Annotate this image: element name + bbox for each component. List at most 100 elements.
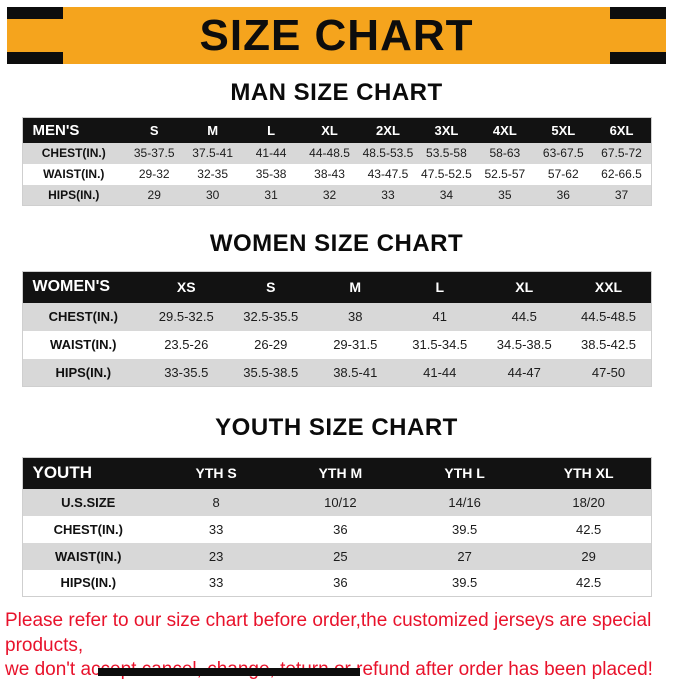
size-value: 36 bbox=[278, 569, 403, 597]
row-label: WAIST(IN.) bbox=[22, 330, 144, 359]
column-header-xxl: XXL bbox=[566, 271, 651, 303]
size-value: 18/20 bbox=[526, 488, 651, 516]
size-value: 35-37.5 bbox=[125, 142, 184, 164]
table-row: WAIST(IN.) 23.5-26 26-29 29-31.5 31.5-34.5 34… bbox=[22, 330, 651, 359]
column-header-4xl: 4XL bbox=[475, 117, 535, 143]
women-size-table: WOMEN'S XS S M L XL XXL CHEST(IN.) 29.5-32.5 32.5… bbox=[21, 271, 652, 387]
size-value: 47.5-52.5 bbox=[417, 163, 476, 185]
column-header-yth-l: YTH L bbox=[402, 457, 527, 489]
size-value: 29.5-32.5 bbox=[144, 302, 229, 331]
column-header-xl: XL bbox=[482, 271, 567, 303]
size-value: 35-38 bbox=[241, 163, 301, 185]
size-value: 33-35.5 bbox=[144, 358, 229, 387]
size-value: 26-29 bbox=[228, 330, 313, 359]
size-value: 14/16 bbox=[402, 488, 527, 516]
size-value: 8 bbox=[154, 488, 279, 516]
size-value: 36 bbox=[278, 515, 403, 543]
section-heading-women: WOMEN SIZE CHART bbox=[209, 230, 464, 257]
size-value: 38-43 bbox=[300, 163, 359, 185]
row-label: HIPS(IN.) bbox=[22, 184, 125, 206]
size-value: 39.5 bbox=[402, 569, 527, 597]
banner-corner-bottom-left bbox=[7, 52, 63, 64]
size-value: 37 bbox=[592, 184, 651, 206]
youth-corner-header: YOUTH bbox=[22, 457, 154, 489]
men-corner-header: MEN'S bbox=[22, 117, 125, 143]
size-value: 62-66.5 bbox=[592, 163, 651, 185]
row-label: HIPS(IN.) bbox=[22, 569, 154, 597]
bottom-bar bbox=[98, 668, 360, 676]
table-row: WAIST(IN.) 29-32 32-35 35-38 38-43 43-47.5 47.… bbox=[22, 163, 651, 185]
size-value: 10/12 bbox=[278, 488, 403, 516]
size-value: 34 bbox=[417, 184, 476, 206]
column-header-yth-m: YTH M bbox=[278, 457, 403, 489]
size-chart-sections: MAN SIZE CHART MEN'S S M L XL 2XL 3XL 4XL 5XL 6XL C… bbox=[0, 79, 673, 597]
column-header-s: S bbox=[125, 117, 184, 143]
size-value: 38 bbox=[313, 302, 398, 331]
banner-corner-top-left bbox=[7, 7, 63, 19]
column-header-6xl: 6XL bbox=[592, 117, 651, 143]
table-row: WAIST(IN.) 23 25 27 29 bbox=[22, 542, 651, 570]
table-row: HIPS(IN.) 33-35.5 35.5-38.5 38.5-41 41-44 44-… bbox=[22, 358, 651, 387]
size-value: 43-47.5 bbox=[358, 163, 418, 185]
youth-size-table: YOUTH YTH S YTH M YTH L YTH XL U.S.SIZE 8 10/12… bbox=[21, 457, 652, 597]
size-value: 37.5-41 bbox=[183, 142, 242, 164]
size-value: 36 bbox=[534, 184, 593, 206]
table-row: HIPS(IN.) 29 30 31 32 33 34 35 36 37 bbox=[22, 184, 651, 206]
column-header-s: S bbox=[228, 271, 313, 303]
table-row: HIPS(IN.) 33 36 39.5 42.5 bbox=[22, 569, 651, 597]
size-chart-banner: SIZE CHART bbox=[7, 7, 666, 64]
size-value: 42.5 bbox=[526, 569, 651, 597]
column-header-yth-s: YTH S bbox=[154, 457, 279, 489]
size-value: 29-32 bbox=[125, 163, 184, 185]
table-row: CHEST(IN.) 29.5-32.5 32.5-35.5 38 41 44.5 44.5… bbox=[22, 302, 651, 331]
row-label: WAIST(IN.) bbox=[22, 542, 154, 570]
size-value: 52.5-57 bbox=[475, 163, 535, 185]
size-value: 44-47 bbox=[482, 358, 567, 387]
page-title: SIZE CHART bbox=[199, 10, 474, 60]
size-value: 23 bbox=[154, 542, 279, 570]
size-value: 44.5-48.5 bbox=[566, 302, 651, 331]
size-value: 42.5 bbox=[526, 515, 651, 543]
column-header-m: M bbox=[183, 117, 242, 143]
size-value: 31 bbox=[241, 184, 301, 206]
size-value: 53.5-58 bbox=[417, 142, 476, 164]
size-value: 32-35 bbox=[183, 163, 242, 185]
size-value: 29-31.5 bbox=[313, 330, 398, 359]
size-value: 33 bbox=[358, 184, 418, 206]
section-heading-men: MAN SIZE CHART bbox=[230, 79, 443, 106]
row-label: U.S.SIZE bbox=[22, 488, 154, 516]
column-header-l: L bbox=[397, 271, 482, 303]
row-label: CHEST(IN.) bbox=[22, 515, 154, 543]
size-value: 35 bbox=[475, 184, 535, 206]
row-label: CHEST(IN.) bbox=[22, 142, 125, 164]
size-value: 23.5-26 bbox=[144, 330, 229, 359]
banner-corner-top-right bbox=[610, 7, 666, 19]
size-value: 32 bbox=[300, 184, 359, 206]
column-header-3xl: 3XL bbox=[417, 117, 476, 143]
footer-note-line-1: Please refer to our size chart before or… bbox=[5, 610, 652, 656]
column-header-yth-xl: YTH XL bbox=[526, 457, 651, 489]
table-header-row: YOUTH YTH S YTH M YTH L YTH XL bbox=[22, 457, 651, 489]
size-value: 39.5 bbox=[402, 515, 527, 543]
size-value: 38.5-41 bbox=[313, 358, 398, 387]
row-label: CHEST(IN.) bbox=[22, 302, 144, 331]
size-value: 35.5-38.5 bbox=[228, 358, 313, 387]
size-value: 34.5-38.5 bbox=[482, 330, 567, 359]
size-value: 67.5-72 bbox=[592, 142, 651, 164]
men-size-table: MEN'S S M L XL 2XL 3XL 4XL 5XL 6XL CHEST(IN.) 35-37… bbox=[21, 117, 652, 206]
table-row: CHEST(IN.) 35-37.5 37.5-41 41-44 44-48.5 48.5… bbox=[22, 142, 651, 164]
size-value: 48.5-53.5 bbox=[358, 142, 418, 164]
size-value: 44-48.5 bbox=[300, 142, 359, 164]
size-value: 38.5-42.5 bbox=[566, 330, 651, 359]
size-value: 30 bbox=[183, 184, 242, 206]
section-heading-youth: YOUTH SIZE CHART bbox=[215, 414, 458, 441]
size-value: 41-44 bbox=[397, 358, 482, 387]
column-header-m: M bbox=[313, 271, 398, 303]
size-value: 41-44 bbox=[241, 142, 301, 164]
banner-corner-bottom-right bbox=[610, 52, 666, 64]
size-value: 41 bbox=[397, 302, 482, 331]
row-label: WAIST(IN.) bbox=[22, 163, 125, 185]
table-row: U.S.SIZE 8 10/12 14/16 18/20 bbox=[22, 488, 651, 516]
size-value: 31.5-34.5 bbox=[397, 330, 482, 359]
column-header-xs: XS bbox=[144, 271, 229, 303]
